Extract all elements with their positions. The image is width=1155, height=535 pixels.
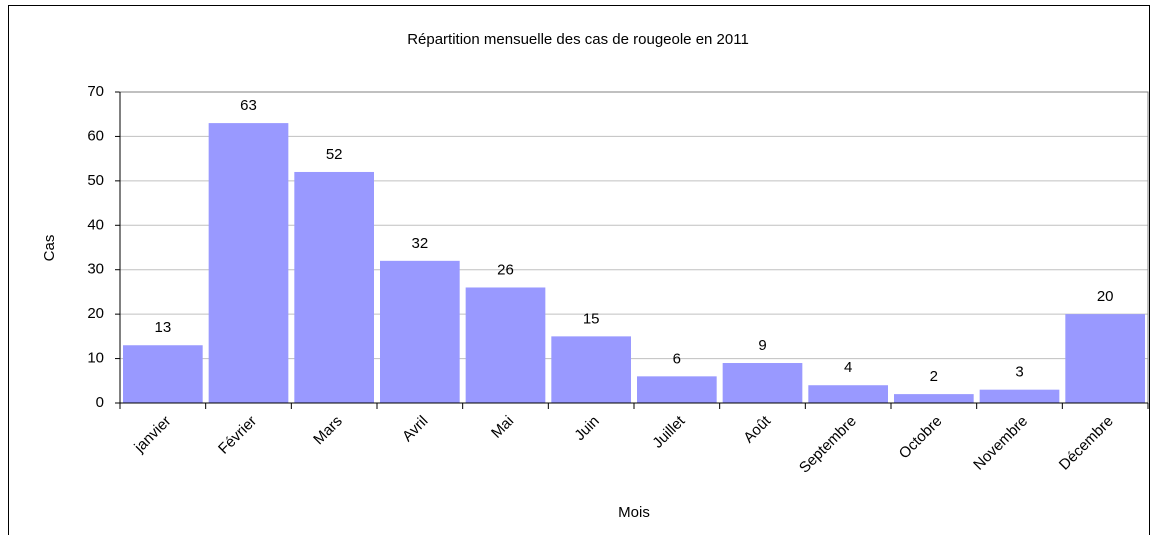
bar (122, 345, 203, 403)
bar (636, 376, 717, 403)
y-tick-label: 10 (87, 350, 104, 367)
x-tick-label: janvier (130, 413, 174, 457)
bar (1065, 314, 1146, 403)
data-label: 4 (844, 359, 852, 376)
data-label: 52 (326, 146, 343, 163)
bar (551, 336, 632, 403)
data-label: 2 (930, 368, 938, 385)
x-tick-label: Mai (488, 413, 517, 442)
bar (893, 394, 974, 403)
bar (379, 260, 460, 403)
y-axis-label: Cas (41, 235, 58, 262)
data-label: 32 (411, 235, 428, 252)
data-label: 20 (1097, 288, 1114, 305)
data-label: 9 (758, 337, 766, 354)
bar (294, 171, 375, 403)
x-tick-label: Février (215, 413, 260, 458)
y-tick-label: 0 (96, 394, 104, 411)
data-label: 15 (583, 310, 600, 327)
x-tick-label: Juin (571, 413, 602, 444)
data-label: 63 (240, 97, 257, 114)
y-tick-label: 40 (87, 216, 104, 233)
x-tick-label: Juillet (649, 412, 689, 452)
y-tick-label: 50 (87, 172, 104, 189)
y-tick-label: 30 (87, 261, 104, 278)
bar (722, 363, 803, 403)
y-tick-label: 70 (87, 83, 104, 100)
bar (208, 123, 289, 403)
data-label: 26 (497, 261, 514, 278)
x-tick-label: Octobre (896, 413, 946, 463)
x-tick-label: Décembre (1056, 413, 1117, 474)
bar (465, 287, 546, 403)
x-tick-label: Avril (399, 413, 431, 445)
x-tick-label: Mars (310, 413, 346, 449)
x-tick-label: Novembre (970, 413, 1031, 474)
x-tick-label: Août (740, 412, 774, 446)
data-label: 3 (1015, 364, 1023, 381)
bar (979, 389, 1060, 403)
chart-border (8, 5, 1150, 535)
data-label: 6 (673, 350, 681, 367)
y-tick-label: 60 (87, 127, 104, 144)
x-tick-label: Septembre (796, 413, 860, 477)
x-axis-label: Mois (618, 504, 650, 521)
bar (808, 385, 889, 403)
data-label: 13 (154, 319, 171, 336)
chart-title: Répartition mensuelle des cas de rougeol… (407, 31, 749, 48)
y-tick-label: 20 (87, 305, 104, 322)
